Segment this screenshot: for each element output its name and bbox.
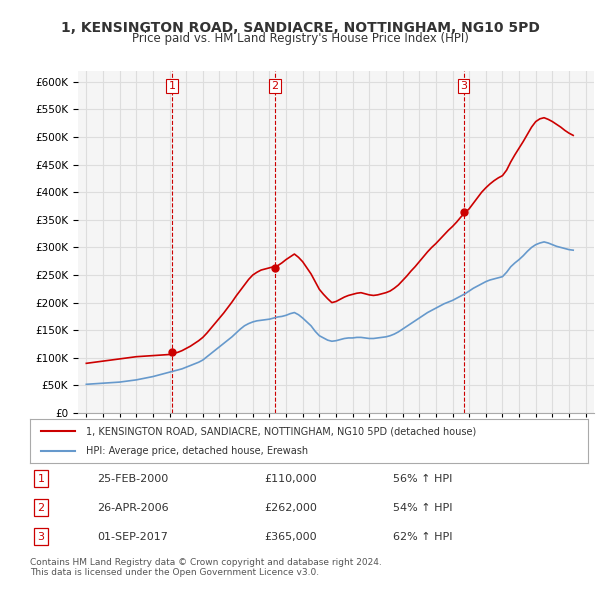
Text: 1: 1 bbox=[38, 474, 44, 484]
Text: £110,000: £110,000 bbox=[265, 474, 317, 484]
Text: £365,000: £365,000 bbox=[265, 532, 317, 542]
Text: Price paid vs. HM Land Registry's House Price Index (HPI): Price paid vs. HM Land Registry's House … bbox=[131, 32, 469, 45]
Text: 2: 2 bbox=[38, 503, 45, 513]
Text: 56% ↑ HPI: 56% ↑ HPI bbox=[392, 474, 452, 484]
Text: 1, KENSINGTON ROAD, SANDIACRE, NOTTINGHAM, NG10 5PD (detached house): 1, KENSINGTON ROAD, SANDIACRE, NOTTINGHA… bbox=[86, 427, 476, 436]
Text: 1, KENSINGTON ROAD, SANDIACRE, NOTTINGHAM, NG10 5PD: 1, KENSINGTON ROAD, SANDIACRE, NOTTINGHA… bbox=[61, 21, 539, 35]
Text: 01-SEP-2017: 01-SEP-2017 bbox=[97, 532, 168, 542]
Text: 2: 2 bbox=[271, 81, 278, 91]
Text: 54% ↑ HPI: 54% ↑ HPI bbox=[392, 503, 452, 513]
Text: 25-FEB-2000: 25-FEB-2000 bbox=[97, 474, 168, 484]
Text: 62% ↑ HPI: 62% ↑ HPI bbox=[392, 532, 452, 542]
Text: 3: 3 bbox=[460, 81, 467, 91]
Text: 26-APR-2006: 26-APR-2006 bbox=[97, 503, 169, 513]
Text: Contains HM Land Registry data © Crown copyright and database right 2024.
This d: Contains HM Land Registry data © Crown c… bbox=[30, 558, 382, 577]
Text: £262,000: £262,000 bbox=[265, 503, 317, 513]
Text: 3: 3 bbox=[38, 532, 44, 542]
Text: 1: 1 bbox=[169, 81, 176, 91]
Text: HPI: Average price, detached house, Erewash: HPI: Average price, detached house, Erew… bbox=[86, 446, 308, 455]
